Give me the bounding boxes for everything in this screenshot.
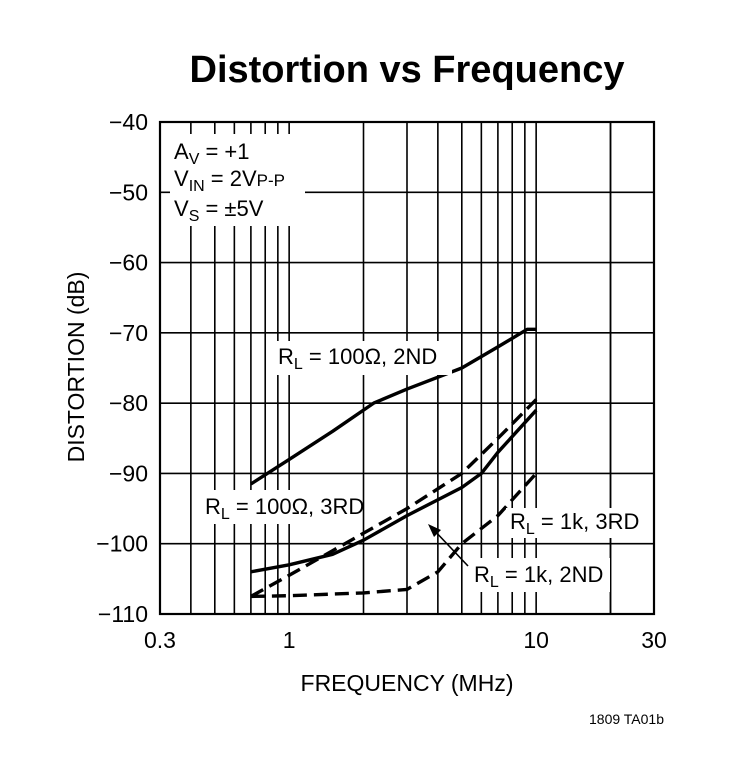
- y-tick-label: −90: [109, 460, 148, 486]
- label-background: [170, 134, 305, 226]
- y-tick-label: −40: [109, 109, 148, 135]
- label-background: [470, 558, 610, 592]
- condition-label: AV = +1: [174, 139, 250, 168]
- x-tick-label: 10: [523, 627, 549, 653]
- plot-frame: [158, 120, 656, 616]
- figure-id: 1809 TA01b: [589, 711, 664, 727]
- label-background: [200, 490, 358, 524]
- y-tick-label: −110: [98, 601, 148, 627]
- pointer-line: [431, 527, 469, 567]
- series-label-4: RL = 1k, 3RD: [510, 509, 639, 538]
- y-tick-label: −50: [109, 179, 148, 205]
- y-tick-label: −60: [109, 250, 148, 276]
- condition-label: VS = ±5V: [174, 196, 264, 225]
- series-line-4: [250, 472, 538, 599]
- y-tick-label: −80: [109, 390, 148, 416]
- x-tick-label: 0.3: [144, 627, 176, 653]
- series-line-2: [250, 398, 538, 598]
- series-label-3: RL = 1k, 2ND: [474, 562, 603, 591]
- x-tick-label: 1: [283, 627, 296, 653]
- x-axis-label: FREQUENCY (MHz): [301, 670, 514, 696]
- chart-title: Distortion vs Frequency: [190, 49, 625, 91]
- series-label-1: RL = 100Ω, 2ND: [278, 344, 437, 373]
- series-line-3: [250, 409, 538, 574]
- label-background: [506, 508, 648, 538]
- series-group: [249, 327, 538, 599]
- y-tick-label: −70: [109, 320, 148, 346]
- series-line-1: [249, 327, 537, 486]
- x-tick-label: 30: [641, 627, 667, 653]
- pointer-arrowhead: [428, 524, 441, 537]
- condition-label: VIN = 2VP-P: [174, 166, 285, 195]
- label-background: [274, 341, 452, 375]
- series-label-2: RL = 100Ω, 3RD: [205, 494, 364, 523]
- y-axis-label: DISTORTION (dB): [63, 272, 89, 463]
- y-tick-label: −100: [96, 531, 148, 557]
